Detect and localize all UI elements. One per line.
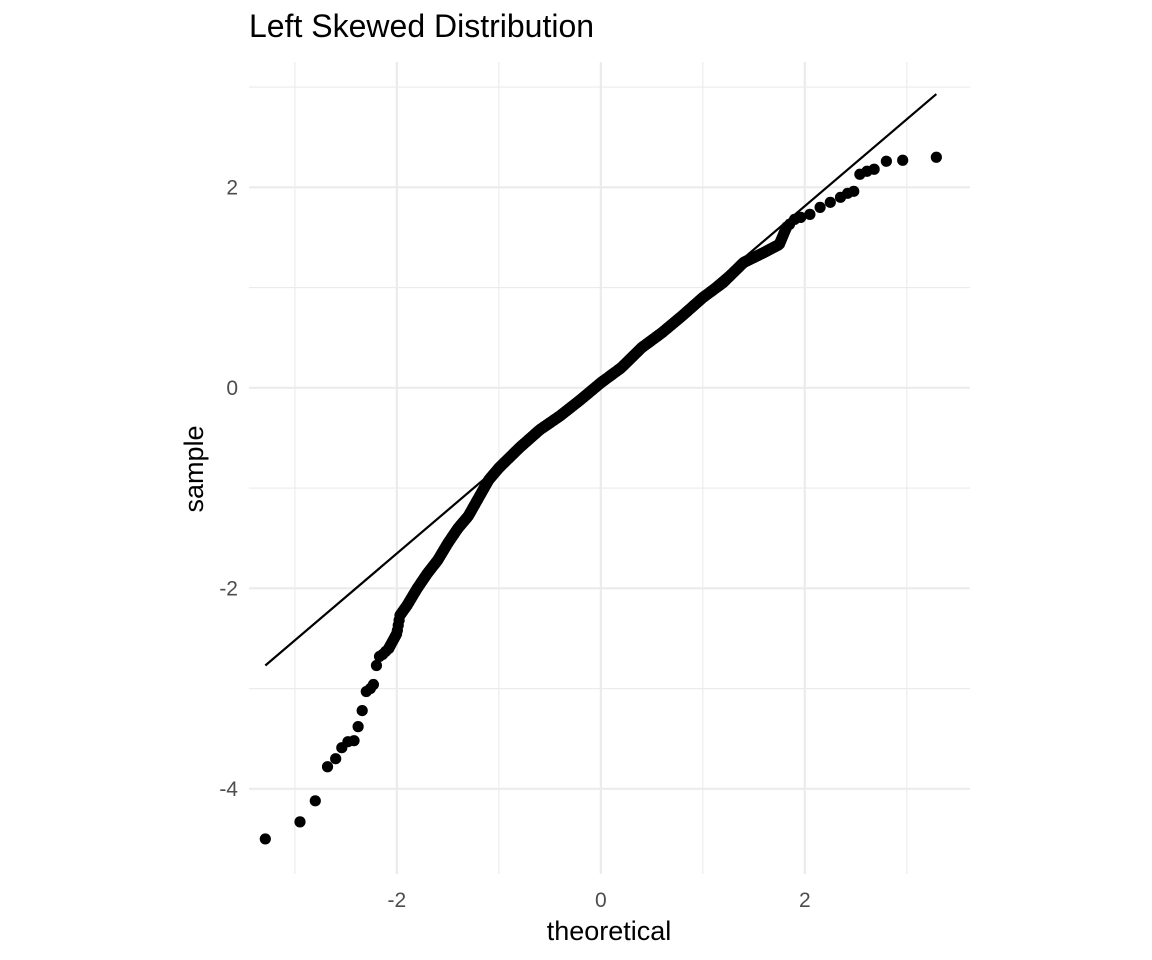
sample-point <box>330 753 342 765</box>
x-axis-title: theoretical <box>547 916 672 946</box>
sample-point <box>824 196 836 208</box>
sample-point <box>795 211 807 223</box>
x-tick-labels: -2 0 2 <box>388 889 811 912</box>
y-tick-labels: -4 -2 0 2 <box>219 176 238 800</box>
sample-points <box>259 151 942 845</box>
x-tick-label: 2 <box>799 889 811 912</box>
sample-point <box>370 659 383 672</box>
sample-point <box>930 151 942 163</box>
y-tick-label: -2 <box>219 577 238 600</box>
sample-point <box>309 795 321 807</box>
sample-point <box>321 761 334 773</box>
y-tick-label: 2 <box>226 176 238 199</box>
x-tick-label: 0 <box>595 889 607 912</box>
sample-point <box>348 735 360 747</box>
y-tick-label: 0 <box>226 377 238 400</box>
sample-point <box>868 163 880 175</box>
sample-point <box>880 155 892 167</box>
sample-point <box>367 678 380 691</box>
y-tick-label: -4 <box>219 778 238 801</box>
sample-point <box>294 816 306 828</box>
minor-gridlines <box>249 62 970 874</box>
sample-point <box>356 704 368 717</box>
sample-point <box>804 208 816 220</box>
y-axis-title: sample <box>179 425 209 512</box>
sample-point <box>848 185 860 197</box>
sample-point <box>383 642 395 655</box>
major-gridlines <box>249 62 970 874</box>
sample-point <box>897 154 909 166</box>
x-tick-label: -2 <box>388 889 407 912</box>
sample-point <box>352 721 364 733</box>
chart-title: Left Skewed Distribution <box>249 8 595 44</box>
sample-point <box>259 833 271 845</box>
sample-point <box>814 201 826 213</box>
